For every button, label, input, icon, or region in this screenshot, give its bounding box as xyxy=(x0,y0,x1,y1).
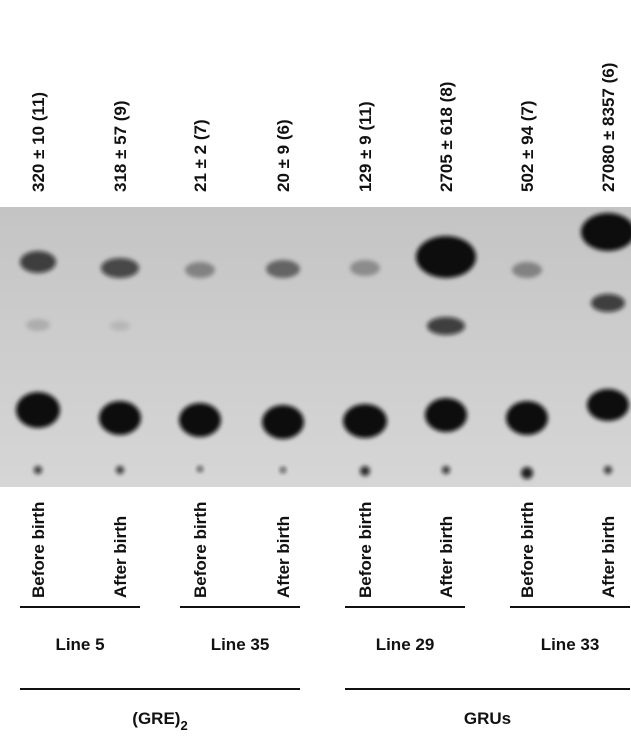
gel-image xyxy=(0,207,631,487)
spot xyxy=(262,405,304,439)
spot xyxy=(26,319,50,331)
spot xyxy=(350,260,380,276)
spot xyxy=(197,466,203,472)
spot xyxy=(110,321,130,331)
spot xyxy=(280,467,286,473)
lane-value: 20 ± 9 (6) xyxy=(274,119,293,192)
sample-label: Before birth xyxy=(356,502,375,598)
lane-value: 318 ± 57 (9) xyxy=(111,100,130,192)
line-label: Line 5 xyxy=(55,635,104,654)
spot xyxy=(266,260,300,278)
spot xyxy=(587,389,629,421)
spot xyxy=(416,236,476,278)
spot xyxy=(604,466,612,474)
spot xyxy=(16,392,60,428)
spot xyxy=(34,466,42,474)
sample-label: After birth xyxy=(599,516,618,598)
spot xyxy=(442,466,450,474)
spot xyxy=(101,258,139,278)
group-label-text: (GRE) xyxy=(132,709,180,728)
group-label: GRUs xyxy=(464,709,511,728)
spot xyxy=(116,466,124,474)
sample-label: Before birth xyxy=(29,502,48,598)
spot xyxy=(179,403,221,437)
sample-label: After birth xyxy=(437,516,456,598)
line-label: Line 33 xyxy=(541,635,600,654)
spot xyxy=(427,317,465,335)
spot xyxy=(521,467,533,479)
spot xyxy=(425,398,467,432)
sample-label: Before birth xyxy=(191,502,210,598)
group-label-text: GRUs xyxy=(464,709,511,728)
spot xyxy=(20,251,56,273)
spot xyxy=(512,262,542,278)
spot xyxy=(591,294,625,312)
figure: 320 ± 10 (11) Before birth 318 ± 57 (9) Aft… xyxy=(0,0,631,739)
lane-value: 320 ± 10 (11) xyxy=(29,92,48,192)
spot xyxy=(99,401,141,435)
spot xyxy=(506,401,548,435)
sample-label: Before birth xyxy=(518,502,537,598)
line-label: Line 29 xyxy=(376,635,435,654)
lane-value: 502 ± 94 (7) xyxy=(518,100,537,192)
spot xyxy=(360,466,370,476)
lane-value: 27080 ± 8357 (6) xyxy=(599,63,618,192)
group-label: (GRE)2 xyxy=(132,709,187,733)
lane-value: 2705 ± 618 (8) xyxy=(437,82,456,192)
sample-label: After birth xyxy=(274,516,293,598)
spot xyxy=(185,262,215,278)
spot xyxy=(343,404,387,438)
line-label: Line 35 xyxy=(211,635,270,654)
lane-value: 129 ± 9 (11) xyxy=(356,101,375,192)
sample-label: After birth xyxy=(111,516,130,598)
group-label-subscript: 2 xyxy=(180,718,187,733)
lane-value: 21 ± 2 (7) xyxy=(191,119,210,192)
